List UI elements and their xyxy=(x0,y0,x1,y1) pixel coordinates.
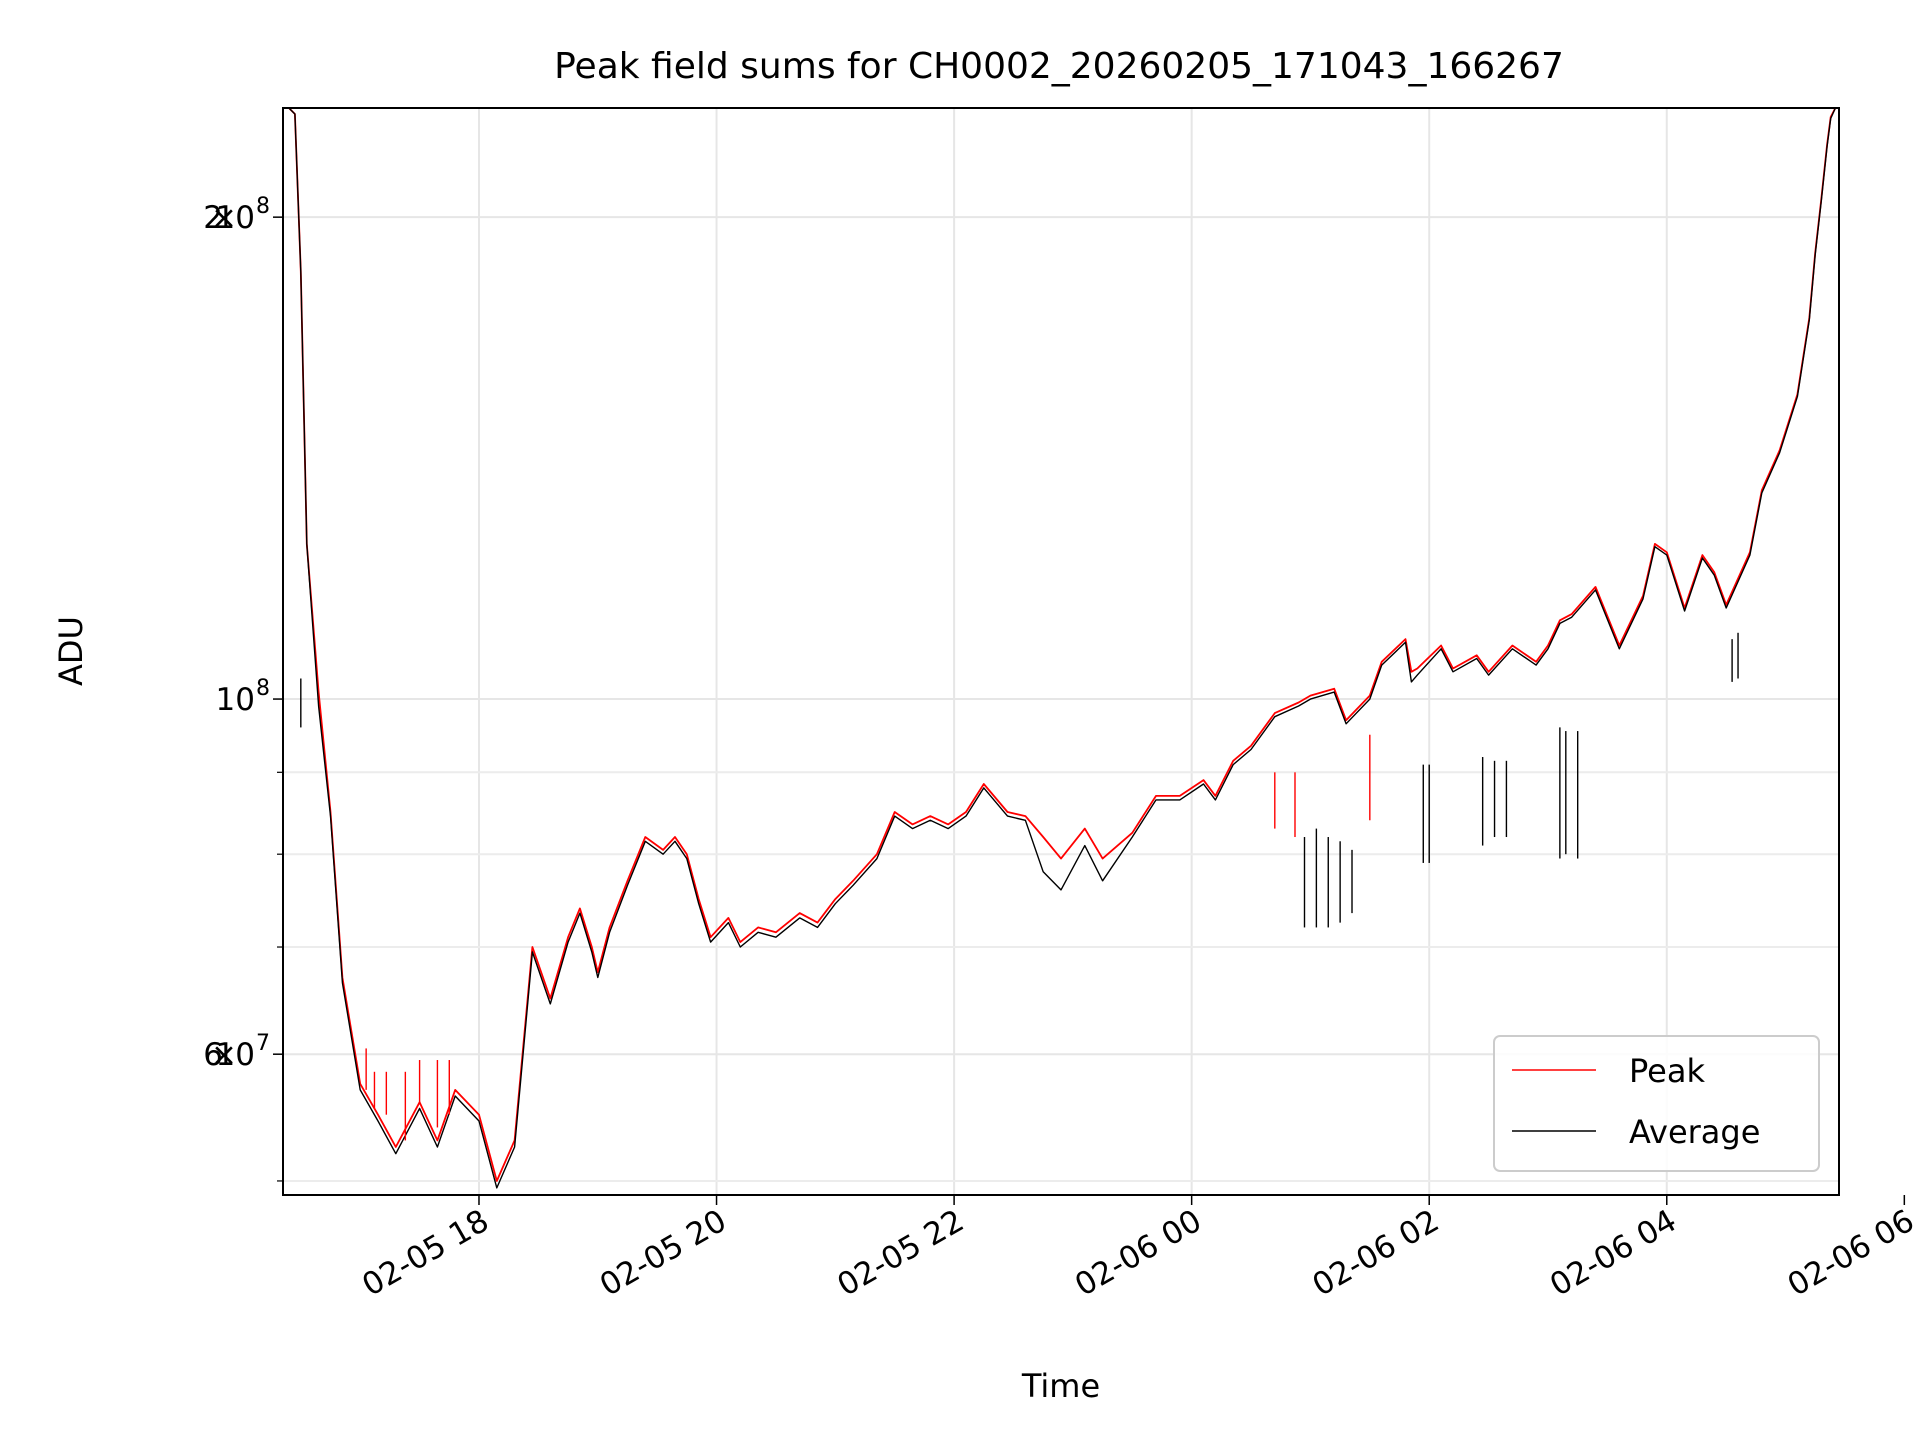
y-tick-exponent: 7 xyxy=(256,1031,270,1056)
y-tick-mantissa: 6 xyxy=(203,1037,223,1073)
y-tick-base: 10 xyxy=(216,1037,255,1073)
y-tick-times: × xyxy=(211,200,237,236)
y-tick-base: 10 xyxy=(216,200,255,236)
line-layer xyxy=(288,108,1837,1189)
y-tick-exponent: 8 xyxy=(256,194,270,219)
plot-frame xyxy=(282,107,1840,1196)
series-line-average xyxy=(288,108,1837,1189)
legend-average-label: Average xyxy=(1629,1113,1760,1151)
y-tick-label: 6×10 7 xyxy=(203,1031,270,1073)
grid-layer xyxy=(283,108,1839,1195)
y-tick-label: 2×10 8 xyxy=(203,194,270,236)
y-tick-mantissa: 2 xyxy=(203,200,223,236)
legend: Peak Average xyxy=(1493,1035,1820,1172)
y-axis-label: ADU xyxy=(52,616,90,686)
legend-peak-label: Peak xyxy=(1629,1052,1705,1090)
y-tick-base: 10 xyxy=(216,682,255,718)
x-axis-label: Time xyxy=(1021,1367,1100,1405)
y-tick-label: 10 8 xyxy=(216,676,270,718)
chart-title: Peak field sums for CH0002_20260205_1710… xyxy=(554,46,1564,87)
y-tick-times: × xyxy=(211,1037,237,1073)
y-tick-exponent: 8 xyxy=(256,676,270,701)
